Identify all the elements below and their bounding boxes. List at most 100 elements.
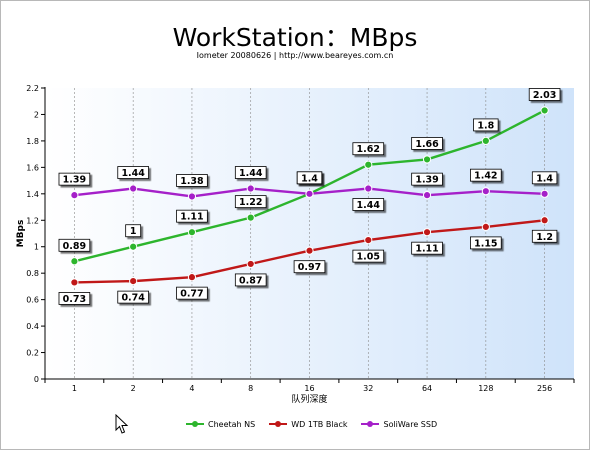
data-label-cheetah: 2.03: [528, 88, 561, 101]
data-label-cheetah: 1.22: [234, 195, 267, 209]
data-label-text: 0.73: [63, 294, 86, 305]
data-label-text: 1.2: [536, 232, 553, 243]
data-point-soliware: [129, 184, 138, 193]
data-label-box: [352, 198, 385, 211]
data-label-wd: 0.97: [293, 260, 326, 273]
data-label-cheetah: 1: [125, 224, 142, 238]
y-tick-label: 0.8: [26, 269, 39, 278]
data-label-text: 1.22: [239, 197, 262, 208]
y-tick-label: 0.6: [26, 296, 39, 305]
y-axis-title: MBps: [16, 220, 26, 248]
data-label-soliware: 1.4: [531, 171, 558, 184]
data-label-box: [296, 171, 323, 185]
data-label-box: [411, 137, 443, 150]
data-label-box: [117, 166, 149, 179]
data-label-soliware: 1.39: [58, 172, 91, 186]
data-point-cheetah: [364, 160, 373, 169]
x-tick-label: 16: [304, 384, 314, 393]
data-point-wd: [305, 246, 314, 255]
data-point-cheetah: [187, 228, 197, 237]
data-label-text: 1.44: [239, 168, 263, 179]
data-label-soliware: 1.39: [411, 172, 443, 186]
legend-swatch: [269, 420, 288, 428]
data-label-box: [58, 292, 91, 305]
y-tick-label: 1.8: [26, 137, 39, 146]
data-point-soliware: [305, 189, 314, 198]
data-label-text: 1.05: [357, 252, 380, 263]
chart-subtitle: Iometer 20080626 | http://www.beareyes.c…: [196, 51, 394, 60]
data-point-soliware: [246, 184, 255, 193]
data-label-text: 1.15: [474, 238, 497, 249]
legend-item-wd: WD 1TB Black: [269, 420, 347, 429]
data-point-cheetah: [129, 242, 138, 251]
data-label-wd: 1.2: [531, 229, 558, 243]
data-label-box: [176, 174, 208, 187]
legend-dot: [192, 421, 198, 427]
legend-swatch: [186, 420, 204, 428]
data-label-cheetah: 0.89: [58, 238, 91, 252]
data-point-wd: [481, 222, 490, 231]
data-label-box: [234, 195, 267, 209]
data-point-soliware: [364, 184, 373, 193]
data-label-text: 0.87: [239, 275, 262, 286]
data-label-box: [58, 172, 91, 186]
data-label-text: 0.89: [63, 241, 86, 252]
data-label-text: 1.62: [357, 144, 380, 155]
legend-dot: [367, 421, 374, 427]
data-label-box: [234, 273, 267, 287]
y-tick-label: 1.6: [26, 163, 39, 172]
data-label-box: [470, 236, 502, 250]
data-label-soliware: 1.44: [117, 166, 149, 179]
data-point-soliware: [422, 191, 432, 200]
data-label-text: 1.44: [121, 168, 145, 179]
y-tick-label: 2: [34, 110, 39, 119]
data-label-box: [528, 88, 561, 101]
data-label-cheetah: 1.62: [352, 142, 385, 155]
data-label-cheetah: 1.66: [411, 137, 443, 150]
data-label-text: 1.11: [415, 244, 438, 255]
data-label-text: 1.39: [415, 175, 438, 186]
data-point-wd: [364, 236, 373, 245]
data-point-soliware: [540, 189, 549, 198]
data-label-text: 1.42: [474, 171, 497, 182]
data-label-wd: 0.73: [58, 292, 91, 305]
data-label-box: [125, 224, 142, 238]
data-label-box: [470, 168, 502, 182]
data-label-soliware: 1.4: [296, 171, 323, 185]
data-point-wd: [129, 277, 138, 286]
data-point-cheetah: [540, 106, 549, 115]
data-label-box: [411, 241, 443, 255]
x-tick-label: 8: [248, 384, 253, 393]
data-label-text: 1.66: [415, 139, 439, 150]
data-label-box: [117, 290, 149, 304]
x-tick-label: 1: [72, 384, 77, 393]
data-labels: 0.89 1 1.11 1.22 1.4 1.62 1.66 1.8 2.03 0.73 0.74 0…: [58, 88, 561, 305]
data-label-text: 0.74: [121, 293, 145, 304]
y-tick-label: 0.4: [26, 322, 39, 331]
data-label-text: 1.44: [357, 200, 381, 211]
data-label-wd: 1.11: [411, 241, 443, 255]
series-layer: [70, 106, 549, 287]
data-label-cheetah: 1.8: [473, 118, 499, 131]
data-label-text: 1.4: [536, 173, 553, 184]
axes: 0 0.2 0.4 0.6 0.8 1 1.2 1.4 1.6 1.8 2 2.2 1 2 4 8 16 32 64…: [26, 84, 575, 393]
data-label-text: 1.8: [477, 120, 494, 131]
data-label-text: 1.39: [63, 175, 86, 186]
data-label-box: [531, 229, 558, 243]
legend-dot: [275, 421, 282, 427]
data-label-box: [234, 166, 267, 179]
data-point-soliware: [481, 187, 490, 196]
y-tick-label: 1: [34, 243, 39, 252]
y-tick-label: 0: [34, 375, 39, 384]
data-label-soliware: 1.44: [234, 166, 267, 179]
data-point-soliware: [187, 192, 197, 201]
data-label-text: 1.11: [180, 212, 203, 223]
legend-label: Cheetah NS: [208, 419, 256, 429]
chart-title: WorkStation：MBps: [172, 23, 418, 52]
data-point-wd: [246, 259, 255, 269]
data-label-wd: 1.15: [470, 236, 502, 250]
data-label-box: [176, 286, 208, 300]
data-label-text: 1: [130, 226, 137, 237]
